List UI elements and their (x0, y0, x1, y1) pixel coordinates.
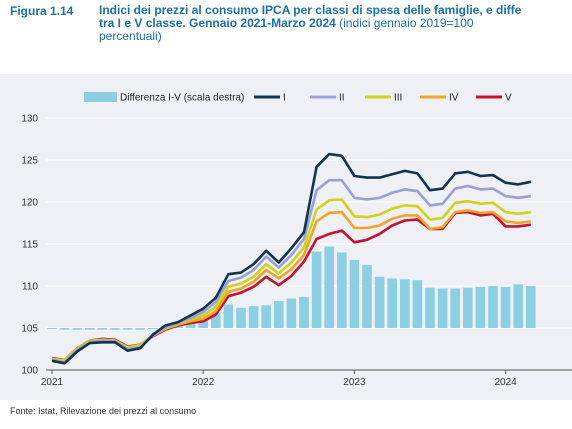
difference-bar (122, 328, 133, 330)
difference-bar (85, 328, 95, 330)
series-line-II (51, 178, 531, 364)
figure-title-note: (indici gennaio 2019=100 percentuali) (99, 16, 474, 43)
difference-bar (311, 251, 322, 328)
difference-bar (349, 259, 360, 328)
difference-bar (387, 278, 397, 328)
legend-label-III: III (394, 93, 402, 104)
difference-bar (437, 288, 448, 328)
legend: Differenza I-V (scala destra) I II III IV V (84, 92, 512, 104)
difference-bar (425, 287, 435, 328)
difference-bar (463, 287, 473, 328)
figure-header: Figura 1.14 Indici dei prezzi al consumo… (10, 4, 570, 64)
y-axis: 100 105 110 115 120 125 130 (21, 114, 572, 377)
difference-bar (47, 328, 57, 329)
legend-label-V: V (505, 93, 512, 104)
x-tick-label: 2022 (192, 377, 215, 388)
difference-bar (211, 312, 221, 328)
series-lines (51, 152, 532, 365)
y-tick-label: 125 (21, 156, 38, 167)
y-tick-label: 120 (21, 198, 38, 209)
difference-bar (110, 328, 120, 330)
difference-bar (374, 276, 385, 328)
difference-bar (526, 286, 536, 328)
figure-title: Indici dei prezzi al consumo IPCA per cl… (99, 4, 571, 43)
series-line-I (51, 152, 532, 365)
difference-bar (59, 328, 70, 330)
legend-label-II: II (339, 93, 345, 104)
difference-bar (261, 305, 271, 328)
difference-bar (223, 304, 234, 328)
difference-bar (450, 288, 460, 328)
difference-bar (362, 265, 372, 328)
x-tick-label: 2021 (41, 377, 64, 388)
difference-bar (148, 328, 158, 329)
difference-bar (324, 246, 334, 328)
difference-bar (248, 306, 259, 328)
difference-bar (299, 296, 309, 328)
difference-bar (135, 328, 145, 330)
figure-title-bold: Indici dei prezzi al consumo IPCA per cl… (99, 4, 522, 30)
source-note: Fonte: Istat, Rilevazione dei prezzi al … (10, 406, 197, 416)
legend-label-IV: IV (449, 93, 459, 104)
x-tick-label: 2024 (494, 377, 517, 388)
difference-bars (47, 246, 536, 330)
plot-panel (0, 74, 572, 400)
series-line-IV (51, 209, 531, 362)
difference-bar (412, 280, 423, 328)
legend-label-difference: Differenza I-V (scala destra) (120, 93, 244, 104)
difference-bar (97, 328, 108, 330)
difference-bar (400, 279, 410, 328)
difference-bar (274, 301, 284, 328)
difference-bar (198, 317, 208, 328)
difference-bar (72, 328, 82, 330)
difference-bar (500, 286, 511, 328)
difference-bar (337, 252, 347, 328)
line-chart: 100 105 110 115 120 125 130 2021 2022 2023 2024 D… (21, 92, 572, 388)
y-tick-label: 105 (21, 324, 38, 335)
legend-swatch-difference (84, 92, 117, 102)
difference-bar (513, 284, 523, 328)
difference-bar (488, 286, 498, 328)
y-tick-label: 115 (22, 240, 38, 251)
y-tick-label: 110 (22, 282, 38, 293)
legend-label-I: I (283, 93, 286, 104)
difference-bar (286, 298, 297, 328)
y-tick-label: 130 (21, 114, 38, 125)
x-tick-label: 2023 (343, 377, 366, 388)
x-axis: 2021 2022 2023 2024 (41, 370, 517, 388)
figure-number: Figura 1.14 (10, 4, 74, 18)
difference-bar (475, 286, 486, 328)
series-line-III (51, 198, 531, 363)
y-tick-label: 100 (21, 366, 38, 377)
difference-bar (185, 321, 196, 328)
difference-bar (236, 307, 246, 328)
